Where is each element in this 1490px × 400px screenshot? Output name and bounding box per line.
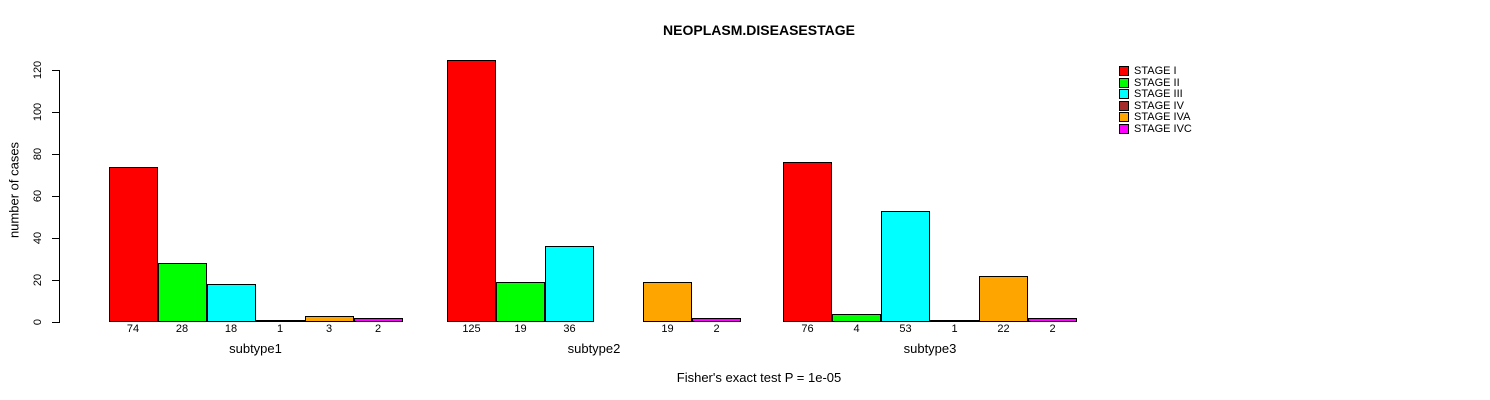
y-axis-title: number of cases [6,141,22,239]
bar-value-label: 18 [224,323,238,335]
bar-stage-ii [157,263,207,322]
bar-stage-iv [930,319,979,322]
legend-swatch [1119,100,1129,111]
bar-stage-i [108,166,158,322]
y-tick-label: 20 [32,273,44,287]
legend-label: STAGE III [1134,88,1183,100]
bar-value-label: 19 [514,323,527,335]
y-axis-line [59,70,60,323]
legend-label: STAGE I [1134,65,1177,77]
bar-stage-ivc [692,317,741,322]
bar-value-label: 22 [997,323,1010,335]
bar-value-label: 3 [325,323,333,335]
bar-stage-iii [545,246,594,322]
y-tick [52,195,59,197]
bar-stage-iva [304,315,354,322]
bar-value-label: 1 [276,323,284,335]
legend-label: STAGE IVA [1134,111,1191,123]
legend-swatch [1119,89,1129,99]
y-tick-label: 80 [32,147,44,161]
bar-stage-iv [255,319,305,322]
bar-value-label: 28 [175,323,189,335]
y-tick-label: 100 [32,102,44,122]
bar-stage-iva [643,282,692,322]
bar-value-label: 4 [853,323,860,335]
y-tick-label: 120 [32,60,44,80]
y-tick [52,237,59,239]
bar-stage-ivc [1028,317,1077,322]
bar-stage-ii [496,282,545,322]
bar-value-label: 125 [462,323,481,335]
bar-stage-i [447,59,496,322]
category-label: subtype1 [229,341,282,356]
category-label: subtype2 [567,341,621,356]
bar-value-label: 76 [801,323,814,335]
legend-swatch [1119,123,1129,134]
bar-value-label: 74 [126,323,140,335]
y-tick-label: 0 [32,318,44,326]
bar-value-label: 2 [1049,323,1056,335]
y-tick-label: 60 [32,189,44,203]
footer-annotation: Fisher's exact test P = 1e-05 [676,370,842,385]
y-tick [52,69,59,71]
y-tick-label: 40 [32,231,44,245]
bar-value-label: 36 [563,323,576,335]
bar-value-label: 53 [899,323,912,335]
legend-swatch [1119,112,1129,122]
bar-stage-iii [206,284,256,322]
category-label: subtype3 [903,341,957,356]
bar-stage-iii [881,210,930,322]
bar-value-label: 2 [374,323,382,335]
bar-value-label: 19 [661,323,674,335]
chart-title: NEOPLASM.DISEASESTAGE [663,22,855,38]
y-tick [52,153,59,155]
legend-label: STAGE IV [1134,99,1184,112]
legend-swatch [1119,66,1129,76]
y-tick [52,279,59,281]
y-tick [52,321,59,323]
legend-swatch [1119,77,1129,88]
y-tick [52,111,59,113]
bar-stage-ivc [353,317,403,322]
bar-stage-i [783,162,832,322]
bar-stage-ii [832,313,881,322]
bar-value-label: 1 [951,323,958,335]
bar-stage-iva [979,275,1028,322]
bar-value-label: 2 [713,323,720,335]
legend-label: STAGE IVC [1134,122,1192,135]
legend-label: STAGE II [1134,76,1180,89]
